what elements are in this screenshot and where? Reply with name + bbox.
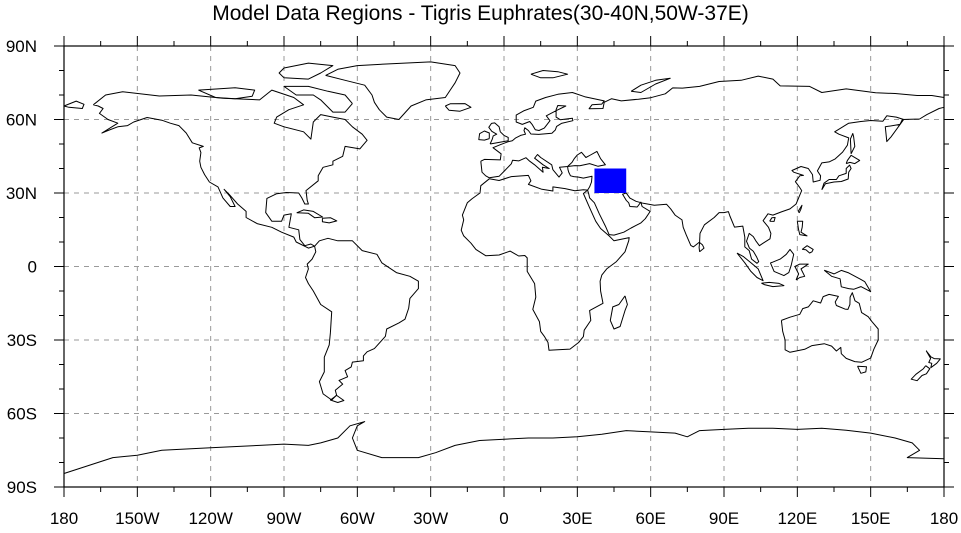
- x-tick-label: 180: [50, 509, 78, 528]
- x-tick-label: 90E: [709, 509, 739, 528]
- coastline: [823, 269, 872, 293]
- graticule: [64, 46, 944, 487]
- coastline: [278, 62, 334, 80]
- x-tick-label: 150E: [851, 509, 891, 528]
- coastline: [480, 75, 945, 162]
- coastline: [92, 89, 368, 249]
- axis-labels: 180 150W 120W 90W 60W 30W 0 30E 60E 90E 120E 150E 18…: [6, 37, 958, 528]
- x-tick-label: 180: [930, 509, 958, 528]
- coastline: [296, 209, 324, 219]
- coastline: [329, 394, 345, 403]
- coastline: [488, 122, 509, 145]
- highlighted-region-layer: [594, 168, 627, 193]
- coastline: [63, 421, 945, 474]
- coastline: [769, 248, 795, 277]
- x-tick-label: 150W: [115, 509, 159, 528]
- coastline: [797, 204, 803, 214]
- coastline: [630, 77, 671, 93]
- y-tick-label: 60S: [7, 405, 37, 424]
- coastline: [796, 220, 808, 237]
- x-tick-label: 30W: [413, 509, 448, 528]
- coastline: [857, 365, 867, 374]
- x-tick-label: 120E: [777, 509, 817, 528]
- coastline: [530, 70, 569, 79]
- coastline: [444, 103, 472, 112]
- map-title: Model Data Regions - Tigris Euphrates(30…: [212, 2, 749, 25]
- tigris-euphrates-region: [594, 168, 627, 193]
- coastline: [761, 281, 785, 288]
- y-tick-label: 30N: [6, 184, 37, 203]
- y-tick-label: 90S: [7, 478, 37, 497]
- coastline: [63, 100, 85, 109]
- coastline: [794, 263, 809, 281]
- coastline: [925, 350, 941, 369]
- coastline: [910, 365, 931, 382]
- coastline: [609, 295, 628, 330]
- coastline: [845, 154, 861, 165]
- axis-ticks: [54, 36, 954, 497]
- coastline: [283, 85, 353, 113]
- y-tick-label: 0: [28, 258, 37, 277]
- y-tick-label: 90N: [6, 37, 37, 56]
- x-tick-label: 30E: [562, 509, 592, 528]
- x-tick-label: 60E: [636, 509, 666, 528]
- coastline: [801, 245, 814, 254]
- coastline: [478, 130, 490, 141]
- x-tick-label: 90W: [267, 509, 302, 528]
- coastline: [698, 242, 705, 253]
- coastline: [849, 133, 856, 155]
- coastline: [325, 61, 461, 120]
- coastline: [780, 292, 879, 363]
- coastline: [736, 252, 764, 282]
- coastline: [321, 217, 338, 224]
- y-tick-label: 30S: [7, 331, 37, 350]
- coastline: [821, 164, 852, 191]
- coastline: [460, 174, 630, 351]
- coastline: [305, 237, 419, 401]
- y-tick-label: 60N: [6, 111, 37, 130]
- coastlines: [63, 61, 945, 474]
- x-tick-label: 0: [499, 509, 508, 528]
- coastline: [769, 217, 776, 222]
- coastline: [198, 87, 256, 100]
- x-tick-label: 120W: [188, 509, 232, 528]
- x-tick-label: 60W: [340, 509, 375, 528]
- coastline: [480, 106, 945, 264]
